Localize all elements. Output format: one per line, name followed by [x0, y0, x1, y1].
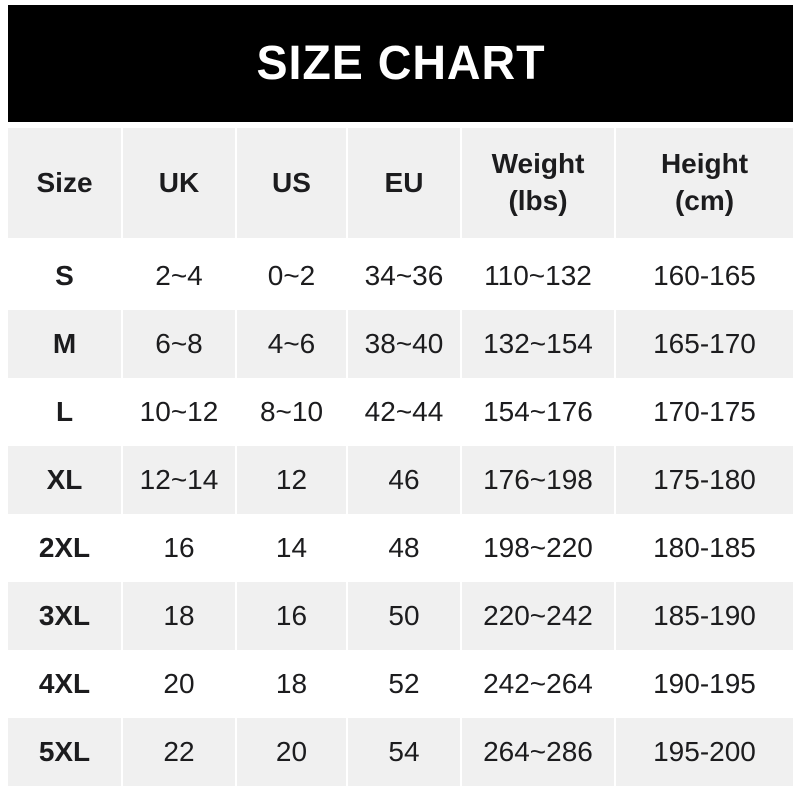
- header-cell-weight: Weight (lbs): [462, 128, 614, 238]
- header-cell-eu: EU: [348, 128, 460, 238]
- weight-cell: 176~198: [462, 446, 614, 514]
- eu-cell: 46: [348, 446, 460, 514]
- size-cell: 5XL: [8, 718, 121, 786]
- us-cell: 4~6: [237, 310, 346, 378]
- weight-cell: 242~264: [462, 650, 614, 718]
- us-cell: 0~2: [237, 242, 346, 310]
- table-row-4xl: 4XL 20 18 52 242~264 190-195: [8, 650, 793, 718]
- height-cell: 160-165: [616, 242, 793, 310]
- eu-cell: 54: [348, 718, 460, 786]
- height-cell: 170-175: [616, 378, 793, 446]
- uk-cell: 20: [123, 650, 235, 718]
- header-cell-size: Size: [8, 128, 121, 238]
- header-cell-uk: UK: [123, 128, 235, 238]
- uk-cell: 16: [123, 514, 235, 582]
- table-row-5xl: 5XL 22 20 54 264~286 195-200: [8, 718, 793, 786]
- weight-cell: 264~286: [462, 718, 614, 786]
- eu-cell: 42~44: [348, 378, 460, 446]
- us-cell: 14: [237, 514, 346, 582]
- weight-cell: 154~176: [462, 378, 614, 446]
- size-cell: S: [8, 242, 121, 310]
- size-cell: M: [8, 310, 121, 378]
- us-cell: 20: [237, 718, 346, 786]
- header-cell-height: Height (cm): [616, 128, 793, 238]
- height-cell: 190-195: [616, 650, 793, 718]
- eu-cell: 34~36: [348, 242, 460, 310]
- us-cell: 12: [237, 446, 346, 514]
- eu-cell: 52: [348, 650, 460, 718]
- height-cell: 175-180: [616, 446, 793, 514]
- size-cell: 4XL: [8, 650, 121, 718]
- header-cell-us: US: [237, 128, 346, 238]
- uk-cell: 12~14: [123, 446, 235, 514]
- us-cell: 8~10: [237, 378, 346, 446]
- uk-cell: 22: [123, 718, 235, 786]
- table-row-m: M 6~8 4~6 38~40 132~154 165-170: [8, 310, 793, 378]
- us-cell: 18: [237, 650, 346, 718]
- height-cell: 165-170: [616, 310, 793, 378]
- us-cell: 16: [237, 582, 346, 650]
- height-cell: 180-185: [616, 514, 793, 582]
- table-row-2xl: 2XL 16 14 48 198~220 180-185: [8, 514, 793, 582]
- eu-cell: 48: [348, 514, 460, 582]
- page-title: SIZE CHART: [255, 37, 546, 90]
- weight-cell: 220~242: [462, 582, 614, 650]
- height-cell: 185-190: [616, 582, 793, 650]
- table-row-s: S 2~4 0~2 34~36 110~132 160-165: [8, 242, 793, 310]
- uk-cell: 6~8: [123, 310, 235, 378]
- height-cell: 195-200: [616, 718, 793, 786]
- size-cell: 2XL: [8, 514, 121, 582]
- size-table: Size UK US EU Weight (lbs) Height (cm): [8, 128, 793, 786]
- weight-cell: 198~220: [462, 514, 614, 582]
- eu-cell: 50: [348, 582, 460, 650]
- size-cell: L: [8, 378, 121, 446]
- uk-cell: 10~12: [123, 378, 235, 446]
- table-header-row: Size UK US EU Weight (lbs) Height (cm): [8, 128, 793, 238]
- size-cell: 3XL: [8, 582, 121, 650]
- eu-cell: 38~40: [348, 310, 460, 378]
- title-banner: SIZE CHART: [8, 5, 793, 122]
- weight-cell: 110~132: [462, 242, 614, 310]
- table-row-xl: XL 12~14 12 46 176~198 175-180: [8, 446, 793, 514]
- uk-cell: 18: [123, 582, 235, 650]
- uk-cell: 2~4: [123, 242, 235, 310]
- weight-cell: 132~154: [462, 310, 614, 378]
- table-row-l: L 10~12 8~10 42~44 154~176 170-175: [8, 378, 793, 446]
- table-row-3xl: 3XL 18 16 50 220~242 185-190: [8, 582, 793, 650]
- size-cell: XL: [8, 446, 121, 514]
